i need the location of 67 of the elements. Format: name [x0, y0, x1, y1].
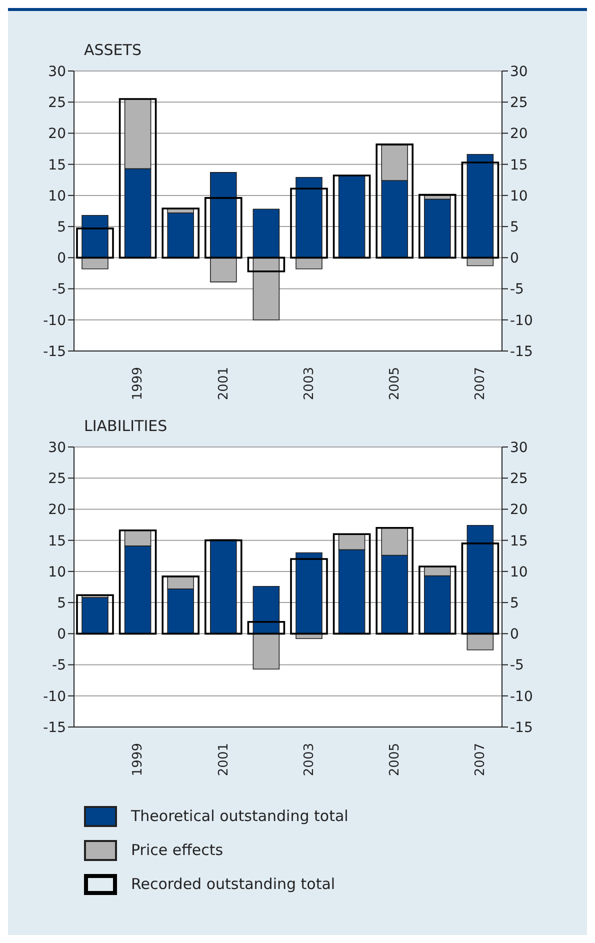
- y2-tick-label: -5: [510, 658, 524, 674]
- y-tick-label: 20: [48, 502, 66, 518]
- bar: [162, 576, 200, 635]
- y-tick-label: -10: [43, 312, 66, 329]
- y-tick-label: 0: [57, 626, 66, 643]
- bar: [118, 529, 157, 635]
- y2-tick-label: -15: [510, 344, 533, 360]
- bar: [162, 208, 200, 259]
- y2-tick-label: 25: [510, 471, 528, 488]
- y2-tick-label: 30: [510, 64, 528, 80]
- y-tick-label: 5: [57, 220, 66, 236]
- y-tick-label: -15: [43, 344, 66, 360]
- y-tick-label: 30: [48, 440, 66, 456]
- x-tick-label: 2001: [216, 743, 232, 776]
- y-tick-label: -15: [43, 720, 66, 736]
- y2-tick-label: 15: [510, 533, 528, 550]
- y2-tick-label: -5: [510, 282, 524, 298]
- y2-tick-label: 20: [510, 502, 528, 518]
- y2-tick-label: 30: [510, 440, 528, 456]
- x-tick-label: 2003: [302, 743, 317, 776]
- chart-title: LIABILITIES: [84, 417, 168, 437]
- x-tick-label: 2007: [473, 743, 488, 776]
- y2-tick-label: 0: [510, 250, 519, 267]
- bar: [332, 174, 371, 259]
- y-tick-label: 5: [57, 596, 66, 612]
- bar: [332, 533, 371, 635]
- y2-tick-label: 5: [510, 220, 519, 236]
- y2-tick-label: 10: [510, 188, 528, 204]
- y2-tick-label: 15: [510, 157, 528, 174]
- y-tick-label: -10: [43, 688, 66, 705]
- y2-tick-label: -10: [510, 688, 533, 705]
- legend-label: Recorded outstanding total: [131, 875, 336, 893]
- y-tick-label: 30: [48, 64, 66, 80]
- legend-label: Theoretical outstanding total: [131, 807, 348, 825]
- y-tick-label: -5: [52, 282, 66, 298]
- x-tick-label: 2005: [388, 367, 402, 400]
- y-tick-label: -5: [52, 658, 66, 674]
- y-tick-label: 10: [48, 564, 66, 580]
- y2-tick-label: -10: [510, 312, 533, 329]
- bar: [376, 144, 414, 259]
- y2-tick-label: 20: [510, 126, 528, 142]
- bar: [418, 194, 456, 259]
- x-tick-label: 2005: [388, 743, 402, 776]
- y-tick-label: 20: [48, 126, 66, 142]
- bar: [418, 566, 456, 635]
- bar: [376, 526, 414, 635]
- chart-title: ASSETS: [84, 41, 142, 61]
- x-tick-label: 2007: [473, 367, 488, 400]
- y-tick-label: 25: [48, 471, 66, 488]
- x-tick-label: 1999: [130, 743, 146, 776]
- y-tick-label: 15: [48, 157, 66, 174]
- x-tick-label: 2001: [216, 367, 232, 400]
- bar: [204, 539, 242, 635]
- x-tick-label: 2003: [302, 367, 317, 400]
- bar: [118, 98, 157, 259]
- y2-tick-label: 25: [510, 95, 528, 112]
- y-tick-label: 0: [57, 250, 66, 267]
- y-tick-label: 25: [48, 95, 66, 112]
- y-tick-label: 15: [48, 533, 66, 550]
- y-tick-label: 10: [48, 188, 66, 204]
- legend-label: Price effects: [131, 841, 224, 859]
- y2-tick-label: 0: [510, 626, 519, 643]
- bar: [76, 594, 114, 635]
- y2-tick-label: 5: [510, 596, 519, 612]
- y2-tick-label: 10: [510, 564, 528, 580]
- x-tick-label: 1999: [130, 367, 146, 400]
- y2-tick-label: -15: [510, 720, 533, 736]
